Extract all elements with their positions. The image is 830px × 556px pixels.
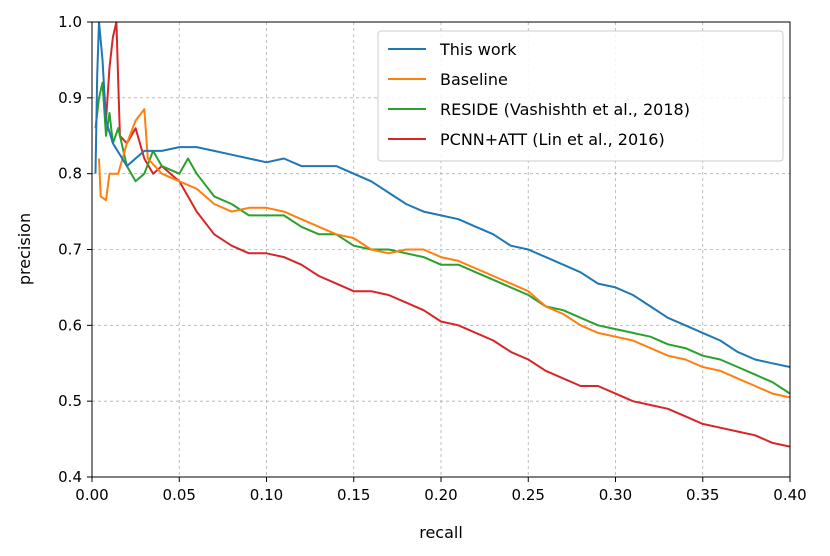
y-axis-label: precision [15,213,34,285]
x-tick-label: 0.10 [250,486,283,504]
x-tick-label: 0.40 [773,486,806,504]
legend: This work Baseline RESIDE (Vashishth et al… [377,30,784,162]
x-tick-label: 0.35 [686,486,719,504]
legend-label: PCNN+ATT (Lin et al., 2016) [440,130,665,149]
legend-box [377,30,784,162]
x-tick-label: 0.30 [599,486,632,504]
y-axis-ticks: 0.4 0.5 0.6 0.7 0.8 0.9 1.0 [58,13,92,486]
series-line-1 [98,108,790,399]
y-tick-label: 0.5 [58,392,82,410]
y-tick-label: 1.0 [58,13,82,31]
y-tick-label: 0.6 [58,316,82,334]
series-group [94,22,790,448]
series-line-3 [105,22,790,448]
x-tick-label: 0.00 [75,486,108,504]
x-tick-label: 0.25 [512,486,545,504]
x-tick-label: 0.05 [163,486,196,504]
series-line-0 [94,22,790,368]
y-tick-label: 0.4 [58,468,82,486]
legend-label: This work [439,40,517,59]
y-tick-label: 0.8 [58,165,82,183]
legend-label: RESIDE (Vashishth et al., 2018) [440,100,690,119]
y-tick-label: 0.7 [58,241,82,259]
x-tick-label: 0.20 [424,486,457,504]
x-axis-label: recall [419,523,463,542]
x-tick-label: 0.15 [337,486,370,504]
y-tick-label: 0.9 [58,89,82,107]
legend-label: Baseline [440,70,508,89]
x-axis-ticks: 0.00 0.05 0.10 0.15 0.20 0.25 0.30 0.35 0.40 [75,477,807,504]
